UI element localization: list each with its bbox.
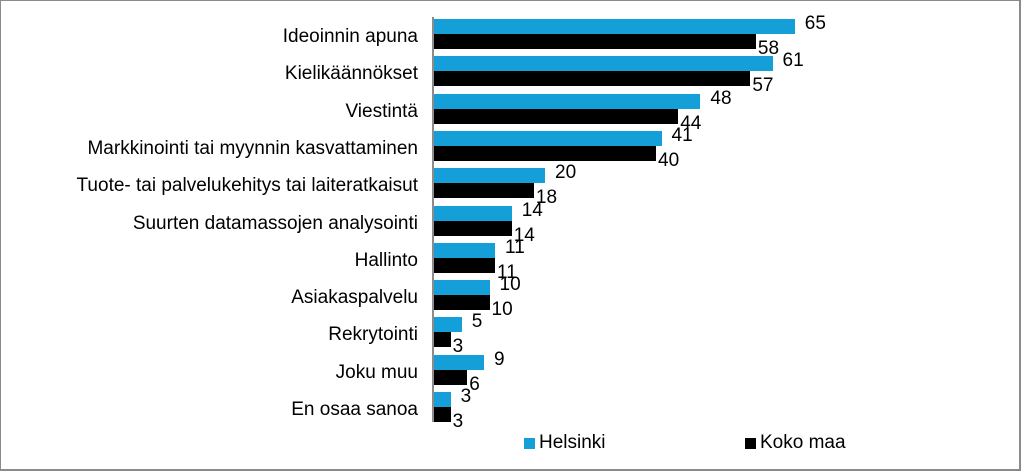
data-label: 10 (491, 299, 513, 321)
legend-label-koko-maa: Koko maa (760, 432, 846, 453)
category-label: En osaa sanoa (291, 399, 418, 420)
data-label: 40 (658, 149, 680, 171)
category-label: Hallinto (354, 249, 418, 271)
data-label: 65 (804, 13, 826, 34)
bar-helsinki (434, 56, 773, 72)
bar-koko-maa (434, 220, 512, 236)
data-label: 57 (752, 75, 774, 97)
data-label: 20 (555, 162, 577, 184)
category-label: Asiakaspalvelu (291, 287, 418, 309)
category-label: Joku muu (335, 361, 418, 383)
legend-item-koko-maa: Koko maa (745, 432, 846, 454)
bar-koko-maa (434, 257, 496, 273)
legend-swatch-koko-maa (745, 437, 756, 449)
data-label: 14 (521, 199, 543, 221)
data-label: 14 (513, 224, 535, 246)
data-label: 3 (452, 336, 464, 358)
data-label: 61 (782, 50, 804, 72)
bar-helsinki (434, 93, 701, 109)
data-label: 18 (535, 187, 558, 209)
bar-koko-maa (434, 34, 756, 49)
data-label: 11 (497, 261, 517, 283)
category-label: Ideoinnin apuna (282, 26, 418, 47)
data-label: 3 (460, 386, 472, 407)
category-label: Kielikäännökset (284, 63, 418, 85)
bar-helsinki (434, 205, 512, 221)
data-label: 6 (469, 373, 480, 395)
data-label: 9 (493, 348, 505, 370)
data-label: 48 (710, 87, 732, 109)
bar-koko-maa (434, 295, 490, 311)
bar-helsinki (434, 392, 451, 407)
data-label: 41 (671, 124, 693, 146)
category-label: Tuote- tai palvelukehitys tai laiteratka… (76, 175, 418, 197)
bar-koko-maa (434, 108, 679, 124)
data-label: 58 (757, 38, 780, 59)
bar-koko-maa (434, 407, 451, 422)
data-label: 10 (499, 274, 521, 296)
bar-helsinki (434, 354, 484, 370)
bar-helsinki (434, 168, 545, 184)
category-label: Markkinointi tai myynnin kasvattaminen (87, 137, 418, 159)
bar-helsinki (434, 19, 795, 34)
data-label: 5 (471, 311, 483, 333)
data-label: 11 (505, 236, 525, 258)
legend-item-helsinki: Helsinki (524, 432, 606, 454)
bar-koko-maa (434, 183, 534, 199)
bar-koko-maa (434, 145, 656, 161)
category-label: Suurten datamassojen analysointi (132, 212, 418, 234)
bar-koko-maa (434, 332, 451, 348)
bar-helsinki (434, 242, 496, 258)
bar-helsinki (434, 280, 490, 296)
bar-helsinki (434, 130, 662, 146)
legend-label-helsinki: Helsinki (539, 432, 606, 453)
bar-helsinki (434, 317, 462, 333)
legend-swatch-helsinki (524, 437, 535, 449)
data-label: 44 (680, 112, 702, 134)
bar-koko-maa (434, 71, 751, 87)
bar-koko-maa (434, 369, 468, 385)
data-label: 3 (452, 411, 464, 432)
category-axis-line (432, 17, 434, 422)
category-label: Viestintä (345, 100, 418, 122)
category-label: Rekrytointi (328, 324, 418, 346)
